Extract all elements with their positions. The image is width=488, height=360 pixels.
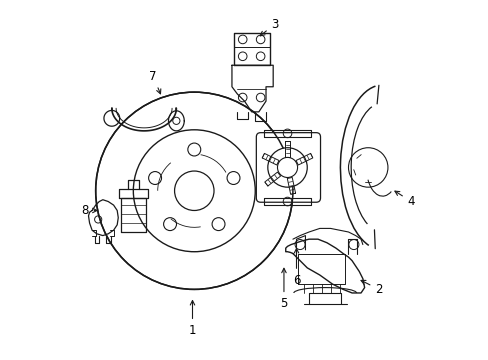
Text: 1: 1 <box>188 301 196 337</box>
Text: 2: 2 <box>360 280 382 296</box>
FancyBboxPatch shape <box>256 133 320 202</box>
Text: 3: 3 <box>260 18 278 36</box>
Text: 6: 6 <box>292 248 300 287</box>
Text: 5: 5 <box>280 268 287 310</box>
Circle shape <box>267 148 306 187</box>
Circle shape <box>96 92 292 289</box>
Text: 4: 4 <box>394 191 414 208</box>
Text: 8: 8 <box>81 204 97 217</box>
Text: 7: 7 <box>149 69 161 94</box>
